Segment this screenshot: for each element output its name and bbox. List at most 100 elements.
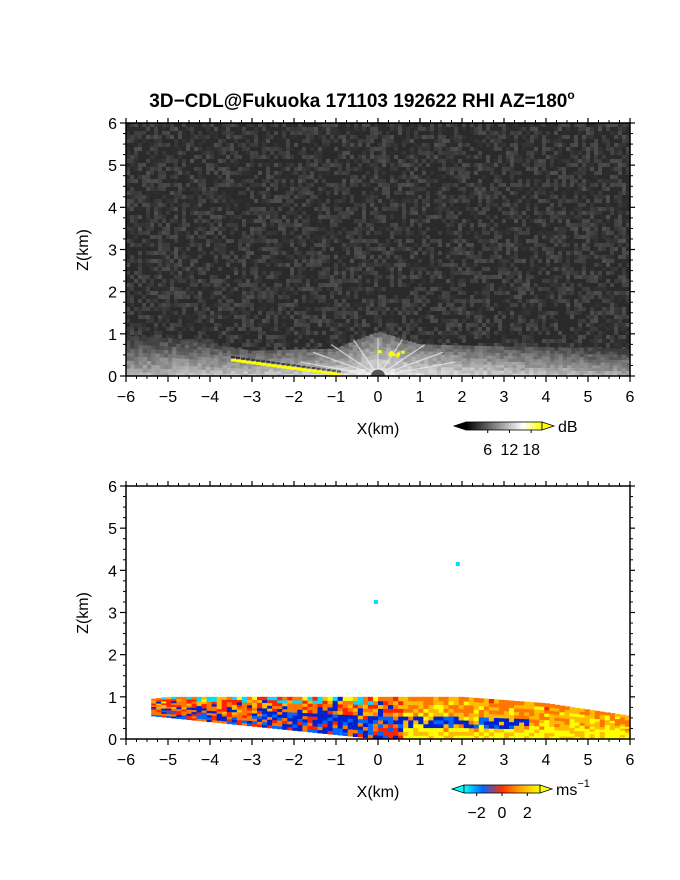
noise-cell (566, 279, 570, 283)
noise-cell (366, 259, 370, 263)
noise-cell (542, 303, 546, 307)
noise-cell (234, 223, 238, 227)
noise-cell (330, 267, 334, 271)
noise-cell (514, 267, 518, 271)
noise-cell (386, 243, 390, 247)
noise-cell (566, 175, 570, 179)
noise-cell (354, 267, 358, 271)
noise-cell (542, 219, 546, 223)
noise-cell (526, 167, 530, 171)
noise-cell (210, 191, 214, 195)
noise-cell (386, 251, 390, 255)
echo-cell (159, 345, 165, 350)
noise-cell (386, 191, 390, 195)
noise-cell (262, 255, 266, 259)
noise-cell (522, 135, 526, 139)
echo-cell (163, 356, 169, 362)
noise-cell (554, 303, 558, 307)
noise-cell (202, 183, 206, 187)
noise-cell (354, 239, 358, 243)
noise-cell (394, 295, 398, 299)
noise-cell (226, 291, 230, 295)
noise-cell (194, 203, 198, 207)
noise-cell (350, 263, 354, 267)
noise-cell (594, 147, 598, 151)
noise-cell (178, 147, 182, 151)
noise-cell (614, 239, 618, 243)
noise-cell (342, 299, 346, 303)
noise-cell (286, 195, 290, 199)
noise-cell (238, 243, 242, 247)
noise-cell (482, 303, 486, 307)
noise-cell (170, 291, 174, 295)
echo-cell (172, 353, 177, 359)
noise-cell (126, 239, 130, 243)
noise-cell (514, 295, 518, 299)
noise-cell (458, 243, 462, 247)
noise-cell (130, 199, 134, 203)
echo-cell (184, 354, 190, 360)
echo-cell (163, 349, 169, 354)
noise-cell (270, 247, 274, 251)
noise-cell (346, 319, 350, 323)
noise-cell (482, 163, 486, 167)
noise-cell (166, 207, 170, 211)
noise-cell (458, 151, 462, 155)
noise-cell (530, 323, 534, 327)
noise-cell (126, 259, 130, 263)
noise-cell (486, 291, 490, 295)
noise-cell (594, 287, 598, 291)
noise-cell (462, 247, 466, 251)
noise-cell (178, 167, 182, 171)
noise-cell (178, 295, 182, 299)
noise-cell (490, 191, 494, 195)
noise-cell (294, 223, 298, 227)
noise-cell (486, 207, 490, 211)
noise-cell (342, 191, 346, 195)
noise-cell (330, 295, 334, 299)
noise-cell (310, 315, 314, 319)
noise-cell (450, 167, 454, 171)
noise-cell (378, 183, 382, 187)
noise-cell (350, 259, 354, 263)
noise-cell (538, 319, 542, 323)
noise-cell (214, 291, 218, 295)
noise-cell (266, 215, 270, 219)
noise-cell (534, 159, 538, 163)
noise-cell (258, 347, 262, 351)
noise-cell (442, 175, 446, 179)
noise-cell (178, 151, 182, 155)
noise-cell (198, 251, 202, 255)
noise-cell (378, 303, 382, 307)
noise-cell (438, 287, 442, 291)
noise-cell (394, 203, 398, 207)
noise-cell (378, 151, 382, 155)
noise-cell (562, 143, 566, 147)
noise-cell (378, 243, 382, 247)
noise-cell (254, 155, 258, 159)
noise-cell (386, 135, 390, 139)
noise-cell (326, 183, 330, 187)
noise-cell (158, 199, 162, 203)
noise-cell (550, 251, 554, 255)
noise-cell (158, 143, 162, 147)
noise-cell (574, 163, 578, 167)
noise-cell (314, 127, 318, 131)
noise-cell (246, 239, 250, 243)
noise-cell (202, 327, 206, 331)
noise-cell (426, 247, 430, 251)
noise-cell (514, 207, 518, 211)
noise-cell (250, 231, 254, 235)
noise-cell (186, 315, 190, 319)
noise-cell (498, 179, 502, 183)
noise-cell (170, 335, 174, 339)
noise-cell (426, 203, 430, 207)
noise-cell (146, 327, 150, 331)
echo-cell (126, 356, 131, 361)
noise-cell (422, 171, 426, 175)
noise-cell (206, 319, 210, 323)
noise-cell (602, 227, 606, 231)
echo-cell (155, 337, 161, 342)
noise-cell (474, 263, 478, 267)
noise-cell (146, 203, 150, 207)
